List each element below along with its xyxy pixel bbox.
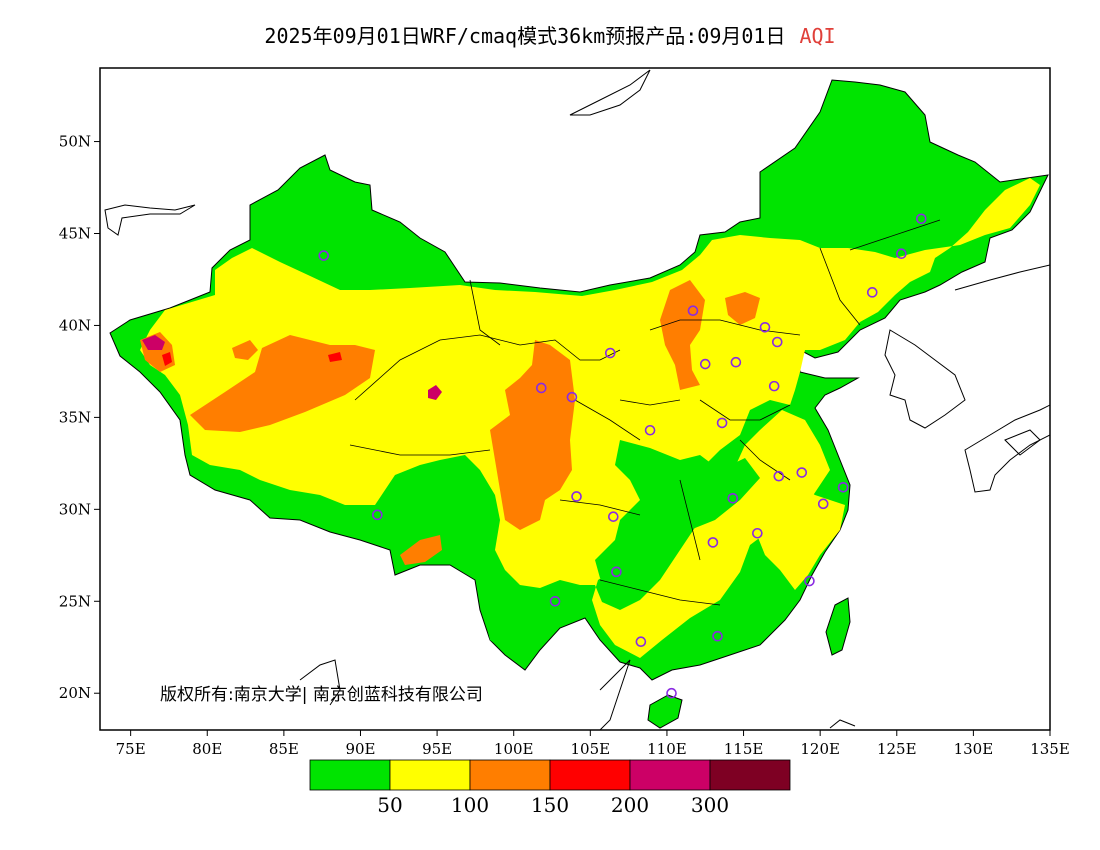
- aqi-usg-zone-2: [232, 340, 258, 360]
- map-frame: [99, 67, 1051, 731]
- city-station-marker: [611, 566, 622, 578]
- lat-tick-label: 20N: [59, 684, 91, 702]
- aqi-color-legend: 50 100 150 200 300: [309, 759, 791, 817]
- lat-tick-label: 25N: [59, 592, 91, 610]
- city-station-marker: [759, 321, 771, 333]
- title-pollutant: AQI: [799, 24, 836, 48]
- lon-tick-label: 130E: [954, 740, 994, 758]
- legend-swatch: [709, 759, 791, 791]
- aqi-usg-zone-3: [490, 340, 575, 530]
- city-station-marker: [644, 424, 656, 436]
- aqi-moderate-zone: [140, 178, 1040, 658]
- taiwan-island: [825, 597, 851, 656]
- aqi-unhealthy-hotspot-2: [428, 385, 442, 400]
- legend-swatch: [469, 759, 551, 791]
- aqi-good-central: [595, 440, 760, 580]
- city-station-marker: [771, 336, 783, 348]
- aqi-usg-zone-4: [660, 280, 705, 390]
- lon-tick-label: 110E: [647, 740, 687, 758]
- city-station-marker: [730, 356, 742, 368]
- city-station-marker: [635, 636, 647, 648]
- city-station-marker: [716, 417, 728, 429]
- city-station-marker: [796, 467, 808, 478]
- lat-tick-label: 40N: [59, 316, 91, 334]
- city-station-marker: [687, 305, 699, 317]
- map-title: 2025年09月01日WRF/cmaq模式36km预报产品:09月01日 AQI: [0, 20, 1100, 49]
- city-station-marker: [699, 358, 711, 370]
- aqi-usg-zone-5: [725, 292, 760, 325]
- lat-tick-label: 30N: [59, 500, 91, 518]
- city-station-marker: [915, 213, 927, 225]
- lon-tick-label: 95E: [422, 740, 452, 758]
- legend-label: 100: [451, 793, 489, 817]
- lat-tick-label: 45N: [59, 225, 91, 243]
- city-station-marker: [604, 347, 616, 359]
- lon-tick-label: 100E: [494, 740, 534, 758]
- aqi-usg-zone-6: [400, 535, 442, 565]
- aqi-unhealthy-hotspot-4: [162, 352, 172, 366]
- lon-tick-label: 120E: [800, 740, 840, 758]
- neighbor-coastlines: [104, 69, 1050, 730]
- lat-tick-label: 35N: [59, 408, 91, 426]
- lon-tick-label: 105E: [571, 740, 611, 758]
- city-station-marker: [837, 481, 849, 493]
- aqi-usg-zone-1: [190, 335, 375, 432]
- aqi-unhealthy-hotspot-3: [328, 352, 342, 362]
- lon-tick-label: 75E: [116, 740, 146, 758]
- city-station-marker: [372, 509, 383, 521]
- city-station-marker: [817, 498, 829, 510]
- legend-label: 300: [691, 793, 729, 817]
- city-station-marker: [318, 250, 330, 261]
- lon-tick-label: 85E: [269, 740, 299, 758]
- city-station-marker: [571, 491, 582, 502]
- aqi-good-yunnan: [480, 590, 550, 660]
- city-station-marker: [707, 537, 719, 548]
- city-station-marker: [804, 575, 815, 587]
- legend-swatch: [389, 759, 471, 791]
- city-station-marker: [773, 470, 785, 482]
- station-markers: [318, 213, 927, 699]
- city-station-marker: [896, 248, 907, 260]
- city-station-marker: [866, 287, 878, 298]
- latitude-axis: 20N 25N 30N 35N 40N 45N 50N: [59, 133, 100, 702]
- legend-label: 50: [377, 793, 402, 817]
- lon-tick-label: 90E: [345, 740, 375, 758]
- title-main: 2025年09月01日WRF/cmaq模式36km预报产品:09月01日: [264, 24, 786, 48]
- longitude-axis: 75E 80E 85E 90E 95E 100E 105E 110E 115E 120E 125E 1…: [116, 730, 1070, 758]
- provincial-borders: [349, 219, 941, 606]
- city-station-marker: [549, 595, 561, 607]
- city-station-marker: [666, 687, 677, 699]
- lon-tick-label: 80E: [192, 740, 222, 758]
- legend-label: 150: [531, 793, 569, 817]
- city-station-marker: [712, 630, 723, 642]
- city-station-marker: [535, 382, 547, 394]
- lon-tick-label: 135E: [1030, 740, 1070, 758]
- aqi-unhealthy-hotspot-1: [142, 335, 165, 350]
- lat-tick-label: 50N: [59, 133, 91, 151]
- legend-swatch: [549, 759, 631, 791]
- legend-swatch: [309, 759, 391, 791]
- legend-swatch: [629, 759, 711, 791]
- city-station-marker: [608, 511, 619, 522]
- city-station-marker: [727, 492, 739, 504]
- city-station-marker: [752, 527, 763, 539]
- city-station-marker: [768, 380, 780, 392]
- city-station-marker: [566, 391, 578, 403]
- copyright-notice: 版权所有:南京大学| 南京创蓝科技有限公司: [160, 685, 483, 705]
- legend-label: 200: [611, 793, 649, 817]
- map-content: [104, 69, 1050, 730]
- lon-tick-label: 115E: [724, 740, 764, 758]
- lon-tick-label: 125E: [877, 740, 917, 758]
